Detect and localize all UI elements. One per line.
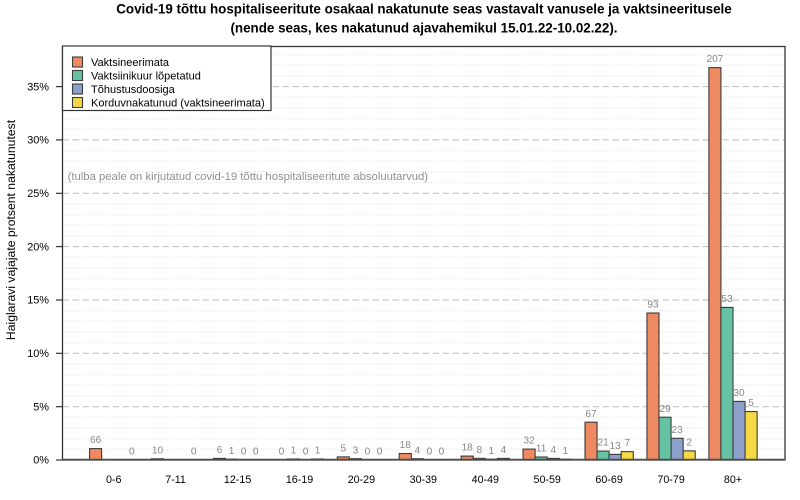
svg-text:29: 29 [659, 404, 671, 415]
svg-text:0: 0 [241, 447, 247, 458]
svg-text:4: 4 [550, 445, 556, 456]
svg-text:70-79: 70-79 [657, 474, 684, 486]
svg-text:Covid-19 tõttu hospitaliseerit: Covid-19 tõttu hospitaliseeritute osakaa… [116, 2, 731, 17]
svg-text:1: 1 [488, 446, 494, 457]
svg-text:30: 30 [733, 388, 745, 399]
svg-text:5%: 5% [33, 401, 49, 413]
svg-text:Haiglaravi vajajate protsent n: Haiglaravi vajajate protsent nakatunutes… [4, 119, 18, 340]
svg-text:20%: 20% [27, 241, 49, 253]
svg-text:(tulba peale on kirjutatud cov: (tulba peale on kirjutatud covid-19 tõtt… [68, 171, 429, 183]
svg-text:0%: 0% [33, 455, 49, 467]
svg-text:35%: 35% [27, 81, 49, 93]
svg-text:0: 0 [377, 447, 383, 458]
svg-text:Vaktsiinikuur lõpetatud: Vaktsiinikuur lõpetatud [91, 71, 201, 83]
svg-text:6: 6 [217, 445, 223, 456]
svg-text:53: 53 [721, 294, 733, 305]
svg-text:7: 7 [624, 438, 630, 449]
svg-text:0: 0 [253, 447, 259, 458]
svg-text:Korduvnakatunud (vaktsineerima: Korduvnakatunud (vaktsineerimata) [91, 98, 265, 110]
svg-text:1: 1 [563, 446, 569, 457]
svg-text:18: 18 [462, 443, 474, 454]
svg-text:67: 67 [585, 409, 597, 420]
svg-text:93: 93 [647, 300, 659, 311]
svg-text:30%: 30% [27, 135, 49, 147]
svg-text:4: 4 [501, 445, 507, 456]
svg-text:3: 3 [353, 445, 359, 456]
svg-text:25%: 25% [27, 188, 49, 200]
svg-text:4: 4 [414, 445, 420, 456]
svg-text:16-19: 16-19 [286, 474, 313, 486]
svg-text:18: 18 [400, 440, 412, 451]
svg-text:13: 13 [610, 441, 622, 452]
svg-text:0: 0 [365, 447, 371, 458]
svg-text:20-29: 20-29 [348, 474, 375, 486]
svg-text:0: 0 [439, 447, 445, 458]
svg-text:0: 0 [279, 447, 285, 458]
svg-text:50-59: 50-59 [534, 474, 561, 486]
svg-text:80+: 80+ [724, 474, 742, 486]
svg-text:15%: 15% [27, 295, 49, 307]
svg-text:40-49: 40-49 [472, 474, 499, 486]
svg-text:10: 10 [152, 445, 164, 456]
svg-text:0: 0 [303, 447, 309, 458]
svg-text:1: 1 [229, 446, 235, 457]
svg-text:0: 0 [191, 447, 197, 458]
svg-text:(nende seas, kes nakatunud aja: (nende seas, kes nakatunud ajavahemikul … [230, 20, 617, 35]
svg-text:1: 1 [315, 446, 321, 457]
svg-text:10%: 10% [27, 348, 49, 360]
svg-text:0-6: 0-6 [106, 474, 122, 486]
svg-text:0: 0 [427, 447, 433, 458]
svg-text:23: 23 [671, 425, 683, 436]
svg-text:2: 2 [686, 438, 692, 449]
svg-text:60-69: 60-69 [595, 474, 622, 486]
svg-text:1: 1 [291, 446, 297, 457]
svg-text:21: 21 [597, 438, 609, 449]
svg-text:12-15: 12-15 [224, 474, 251, 486]
svg-text:30-39: 30-39 [410, 474, 437, 486]
svg-text:207: 207 [706, 54, 723, 65]
svg-text:66: 66 [90, 435, 102, 446]
svg-text:11: 11 [536, 444, 547, 455]
svg-text:5: 5 [341, 444, 347, 455]
svg-text:8: 8 [476, 445, 482, 456]
svg-text:Vaktsineerimata: Vaktsineerimata [91, 57, 170, 69]
svg-text:Tõhustusdoosiga: Tõhustusdoosiga [91, 84, 176, 96]
svg-text:32: 32 [523, 436, 535, 447]
svg-text:0: 0 [129, 447, 135, 458]
svg-text:7-11: 7-11 [165, 474, 186, 486]
svg-text:5: 5 [748, 398, 754, 409]
